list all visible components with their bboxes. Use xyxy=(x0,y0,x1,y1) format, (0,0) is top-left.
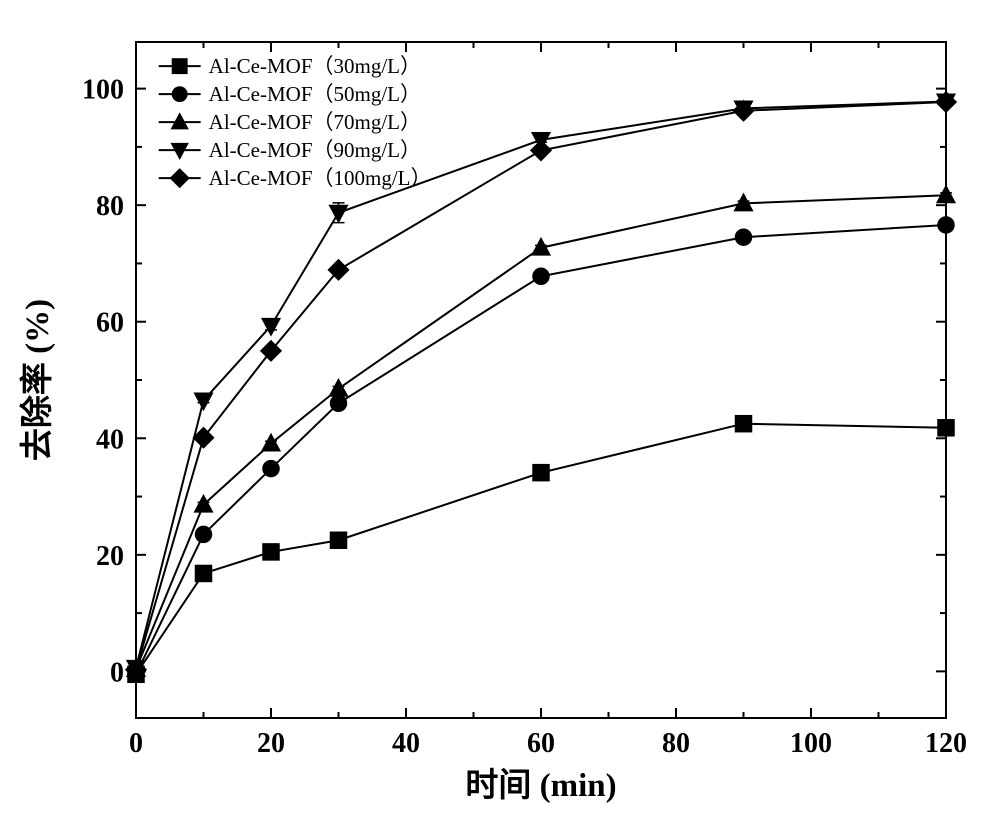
series xyxy=(127,186,955,676)
x-axis-label: 时间 (min) xyxy=(465,767,616,804)
line-chart: 0 20 40 60 80 100 120 0 20 40 60 80 100 时间 (min) 去除率 (… xyxy=(0,0,1000,829)
x-tick-label: 20 xyxy=(257,728,285,759)
x-tick-label: 40 xyxy=(392,728,420,759)
legend: Al-Ce-MOF（30mg/L） Al-Ce-MOF（50mg/L） Al-Ce-… xyxy=(159,54,432,190)
legend-item-label: Al-Ce-MOF（70mg/L） xyxy=(209,110,421,134)
y-tick-label: 60 xyxy=(96,308,124,339)
legend-item-label: Al-Ce-MOF（50mg/L） xyxy=(209,82,421,106)
series xyxy=(128,217,954,682)
y-axis-label: 去除率 (%) xyxy=(18,299,56,461)
y-tick-label: 40 xyxy=(96,424,124,455)
y-tick-label: 20 xyxy=(96,541,124,572)
x-tick-label: 100 xyxy=(790,728,832,759)
y-tick-label: 0 xyxy=(110,657,124,688)
legend-item-label: Al-Ce-MOF（30mg/L） xyxy=(209,54,421,78)
y-tick-label: 80 xyxy=(96,191,124,222)
x-tick-label: 80 xyxy=(662,728,690,759)
x-tick-label: 120 xyxy=(925,728,967,759)
x-tick-label: 0 xyxy=(129,728,143,759)
legend-item-label: Al-Ce-MOF（100mg/L） xyxy=(209,166,432,190)
y-tick-label: 100 xyxy=(82,75,124,106)
x-tick-label: 60 xyxy=(527,728,555,759)
legend-item-label: Al-Ce-MOF（90mg/L） xyxy=(209,138,421,162)
series xyxy=(128,416,954,683)
